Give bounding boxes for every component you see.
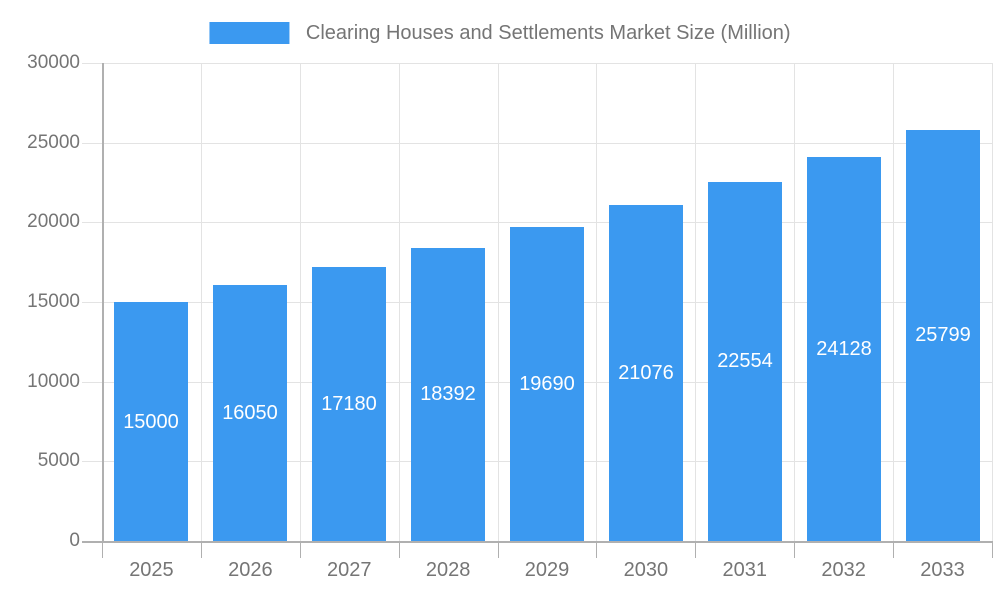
x-axis-label: 2032	[821, 559, 866, 581]
x-axis-tick	[794, 541, 795, 558]
bar-value-label: 18392	[420, 383, 476, 405]
bar-value-label: 19690	[519, 373, 575, 395]
legend-label: Clearing Houses and Settlements Market S…	[305, 22, 791, 44]
x-gridline	[893, 63, 894, 541]
bar[interactable]	[609, 205, 683, 541]
x-axis-label: 2027	[326, 559, 372, 581]
bar[interactable]	[510, 227, 584, 541]
x-axis-tick	[893, 541, 894, 558]
y-axis-label: 25000	[27, 132, 80, 153]
x-axis-label: 2033	[920, 559, 965, 581]
y-axis-line	[102, 63, 104, 541]
x-axis-label: 2029	[524, 559, 570, 581]
y-axis-label: 30000	[27, 52, 80, 73]
legend-item[interactable]: Clearing Houses and Settlements Market S…	[209, 21, 791, 45]
bar-value-label: 17180	[321, 393, 377, 415]
x-axis-label: 2025	[129, 559, 174, 581]
bar-value-label: 21076	[618, 362, 674, 384]
y-axis-label: 20000	[27, 211, 80, 232]
x-axis-tick	[596, 541, 597, 558]
x-gridline	[201, 63, 202, 541]
x-gridline	[596, 63, 597, 541]
x-gridline	[300, 63, 301, 541]
x-axis-tick	[399, 541, 400, 558]
x-axis-label: 2030	[623, 559, 669, 581]
x-axis-label: 2031	[722, 559, 768, 581]
bar-value-label: 24128	[816, 338, 872, 360]
bar-value-label: 16050	[222, 402, 278, 424]
x-axis-tick	[201, 541, 202, 558]
x-axis-line	[82, 541, 992, 543]
x-gridline	[695, 63, 696, 541]
x-axis-tick	[498, 541, 499, 558]
x-gridline	[992, 63, 993, 541]
x-gridline	[498, 63, 499, 541]
x-gridline	[794, 63, 795, 541]
bar-value-label: 22554	[717, 350, 773, 372]
x-axis-tick	[992, 541, 993, 558]
x-axis-tick	[300, 541, 301, 558]
y-gridline	[82, 222, 992, 223]
y-gridline	[82, 143, 992, 144]
y-axis-label: 0	[69, 530, 80, 551]
x-axis-label: 2028	[425, 559, 471, 581]
bar[interactable]	[114, 302, 188, 541]
x-axis-tick	[102, 541, 103, 558]
bar[interactable]	[213, 285, 287, 541]
bar[interactable]	[708, 182, 782, 541]
bar[interactable]	[807, 157, 881, 541]
x-axis-tick	[695, 541, 696, 558]
legend-swatch-icon	[209, 22, 290, 44]
x-axis-label: 2026	[228, 559, 273, 581]
bar[interactable]	[312, 267, 386, 541]
bar-value-label: 25799	[915, 324, 971, 346]
x-gridline	[399, 63, 400, 541]
bar[interactable]	[411, 248, 485, 541]
y-gridline	[82, 63, 992, 64]
y-axis-label: 10000	[27, 371, 80, 392]
bar-value-label: 15000	[123, 411, 179, 433]
y-axis-label: 15000	[27, 291, 80, 312]
y-axis-label: 5000	[37, 450, 80, 471]
bar[interactable]	[906, 130, 980, 541]
